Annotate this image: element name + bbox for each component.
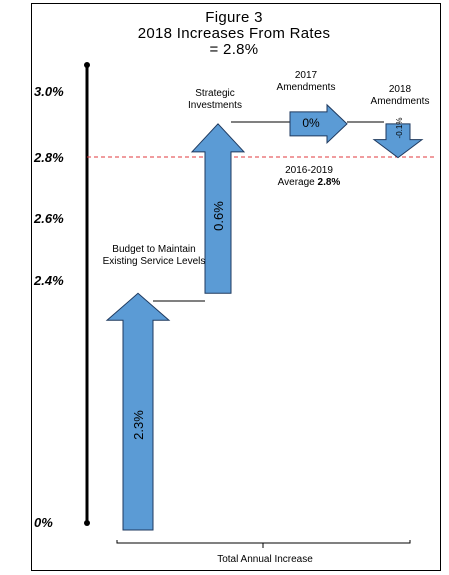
step-arrow-strategic xyxy=(190,123,246,294)
y-tick-2-8: 2.8% xyxy=(34,150,64,165)
x-axis-label: Total Annual Increase xyxy=(217,554,313,565)
title-line-3: = 2.8% xyxy=(209,41,259,58)
step-arrow-2017-amendments xyxy=(289,103,348,144)
annotation-budget-text: Budget to Maintain Existing Service Leve… xyxy=(102,244,206,267)
reference-label-line2: Average 2.8% xyxy=(264,177,354,189)
annotation-strategic: Strategic Investments xyxy=(175,88,255,112)
value-label-2-3: 2.3% xyxy=(131,410,146,440)
value-label-0-6: 0.6% xyxy=(211,201,226,231)
figure-frame xyxy=(31,3,441,571)
step-arrow-2018-amendments xyxy=(372,123,424,159)
annotation-budget: Budget to Maintain Existing Service Leve… xyxy=(99,244,209,268)
x-axis-bracket xyxy=(116,540,411,544)
annotation-2018: 2018 Amendments xyxy=(362,84,438,108)
y-axis-bottom-cap xyxy=(84,520,90,526)
value-label-0: 0% xyxy=(302,116,320,130)
y-tick-0: 0% xyxy=(34,515,53,530)
reference-label-line1: 2016-2019 xyxy=(285,165,333,176)
annotation-2017: 2017 Amendments xyxy=(270,70,342,94)
annotation-2018-text: 2018 Amendments xyxy=(370,84,430,107)
reference-line-label: 2016-2019 Average 2.8% xyxy=(264,165,354,189)
annotation-2017-text: 2017 Amendments xyxy=(276,70,336,93)
reference-label-prefix: Average xyxy=(277,177,318,188)
title-line-1: Figure 3 xyxy=(205,9,263,26)
y-tick-2-4: 2.4% xyxy=(34,273,64,288)
step-arrow-budget xyxy=(105,292,171,531)
y-tick-2-6: 2.6% xyxy=(34,211,64,226)
y-tick-3-0: 3.0% xyxy=(34,84,64,99)
annotation-strategic-text: Strategic Investments xyxy=(188,88,242,111)
reference-label-value: 2.8% xyxy=(317,177,341,188)
y-axis-top-cap xyxy=(84,62,90,68)
value-label-minus-0-1: -0.1% xyxy=(395,118,404,139)
title-line-2: 2018 Increases From Rates xyxy=(137,25,331,42)
chart-title: Figure 3 2018 Increases From Rates = 2.8… xyxy=(104,10,364,58)
